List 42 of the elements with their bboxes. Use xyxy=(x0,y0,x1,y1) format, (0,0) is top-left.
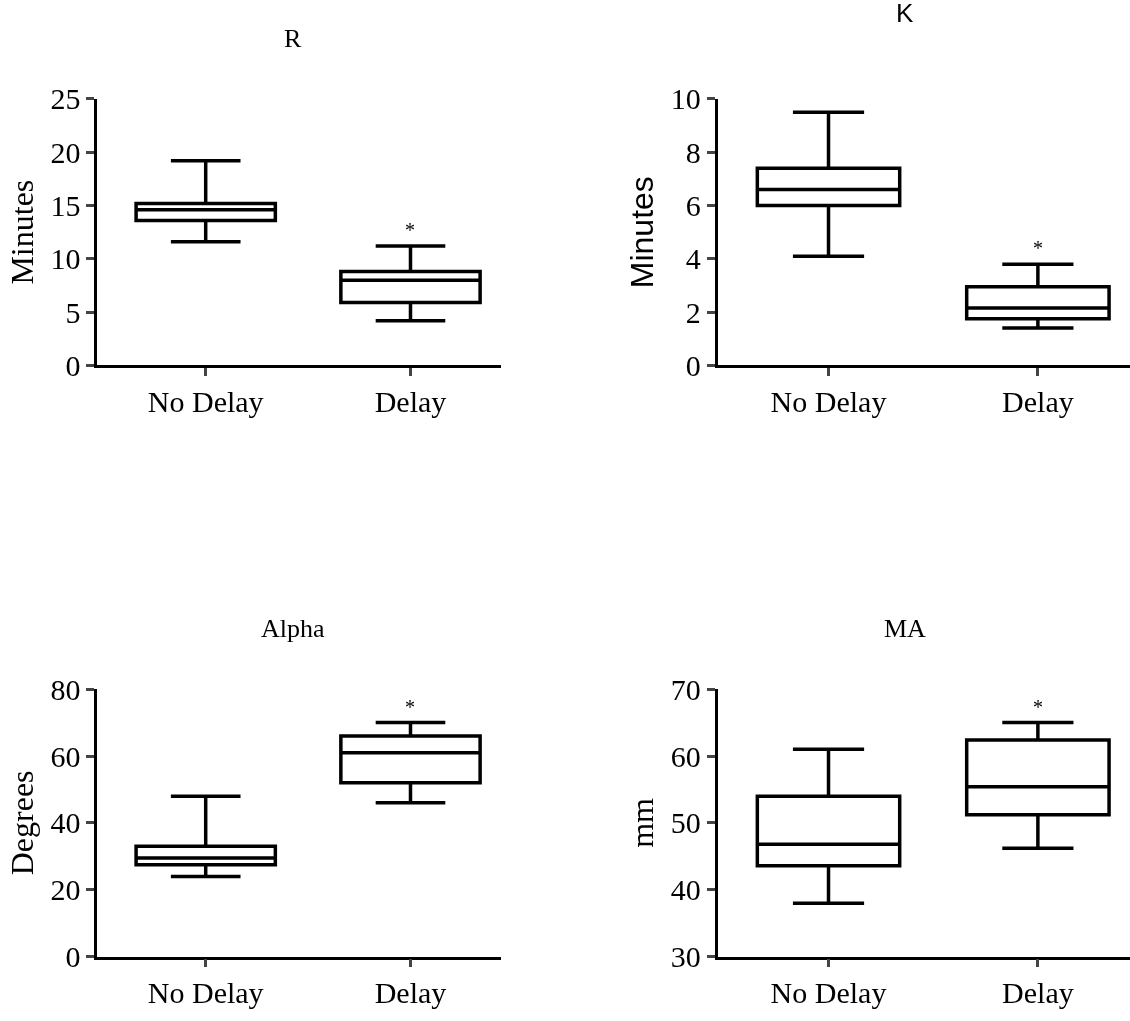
x-tick-label: Delay xyxy=(1002,385,1074,419)
chart-title: K xyxy=(896,0,914,28)
y-tick-label: 30 xyxy=(670,940,701,974)
x-tick-label: No Delay xyxy=(147,385,264,419)
y-tick-label: 2 xyxy=(685,295,701,329)
annotation: * xyxy=(1033,237,1043,259)
chart-title: R xyxy=(284,24,302,53)
annotation: * xyxy=(405,219,415,241)
y-tick-label: 8 xyxy=(685,135,701,169)
y-tick-label: 40 xyxy=(50,806,81,840)
y-tick-label: 4 xyxy=(685,242,701,276)
x-tick-label: No Delay xyxy=(147,976,264,1010)
y-axis-title: Minutes xyxy=(3,179,40,285)
chart-title: MA xyxy=(884,614,927,643)
y-tick-label: 10 xyxy=(670,82,701,116)
annotation: * xyxy=(1033,696,1043,718)
y-tick-label: 15 xyxy=(50,189,81,223)
y-tick-label: 0 xyxy=(65,940,81,974)
y-axis-title: mm xyxy=(624,797,661,848)
y-tick-label: 0 xyxy=(65,348,81,382)
y-tick-label: 60 xyxy=(50,739,81,773)
x-tick-label: Delay xyxy=(374,976,447,1010)
y-tick-label: 60 xyxy=(670,739,701,773)
y-tick-label: 10 xyxy=(50,242,81,276)
y-tick-label: 20 xyxy=(50,135,81,169)
y-tick-label: 50 xyxy=(670,806,701,840)
x-tick-label: No Delay xyxy=(770,976,887,1010)
y-tick-label: 70 xyxy=(670,672,701,706)
y-tick-label: 20 xyxy=(50,873,81,907)
y-tick-label: 6 xyxy=(685,189,701,223)
y-tick-label: 40 xyxy=(670,873,701,907)
y-axis-title: Degrees xyxy=(3,770,40,876)
x-tick-label: Delay xyxy=(1002,976,1074,1010)
x-tick-label: Delay xyxy=(374,385,447,419)
y-tick-label: 80 xyxy=(50,672,81,706)
x-tick-label: No Delay xyxy=(770,385,887,419)
y-tick-label: 25 xyxy=(50,82,81,116)
chart-title: Alpha xyxy=(261,614,325,643)
y-tick-label: 5 xyxy=(65,295,81,329)
y-tick-label: 0 xyxy=(685,348,701,382)
y-axis-title: Minutes xyxy=(624,176,661,289)
annotation: * xyxy=(405,696,415,718)
